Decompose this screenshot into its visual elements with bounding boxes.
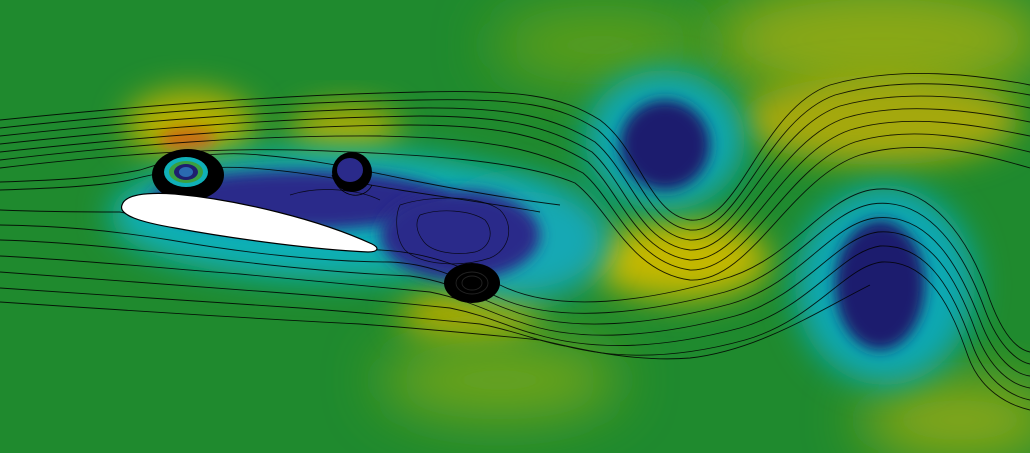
field-blue-right-vortex <box>835 220 925 350</box>
field-yellow-mid <box>490 5 710 85</box>
airfoil <box>121 192 378 253</box>
vortex-upper-mid <box>331 152 373 196</box>
field-blue-top-vortex <box>620 100 710 190</box>
vortex-leading-edge <box>152 149 224 201</box>
streamline <box>0 261 1030 411</box>
streamline <box>0 284 871 360</box>
velocity-field-blobs <box>110 0 1030 453</box>
wake-contours <box>289 189 509 265</box>
field-yellow-band-1 <box>590 220 770 300</box>
streamline <box>0 95 1030 241</box>
streamline <box>0 153 561 206</box>
field-yellow-lower <box>380 340 620 420</box>
field-yellow-top-right <box>710 0 1030 100</box>
streamline <box>0 73 1030 221</box>
streamlines <box>0 73 1030 411</box>
streamline <box>0 217 1030 377</box>
streamline <box>0 120 1030 261</box>
vortex-wake-lower <box>444 263 500 303</box>
field-yellow-band-2 <box>400 287 540 343</box>
streamline <box>0 146 1030 281</box>
streamline <box>0 108 1030 251</box>
streamline <box>0 231 1030 389</box>
streamline <box>0 245 1030 401</box>
field-yellow-lower-right <box>860 380 1030 453</box>
streamline <box>0 83 1030 231</box>
field-yellow-upper-middle <box>290 105 400 155</box>
field-yellow-band-3 <box>740 75 1020 165</box>
streamline <box>0 166 541 213</box>
streamline <box>0 133 1030 271</box>
field-yellow-upper-left <box>125 90 255 160</box>
field-blue-wake <box>380 190 540 280</box>
streamline <box>0 202 1030 365</box>
field-orange-spot <box>160 128 216 152</box>
